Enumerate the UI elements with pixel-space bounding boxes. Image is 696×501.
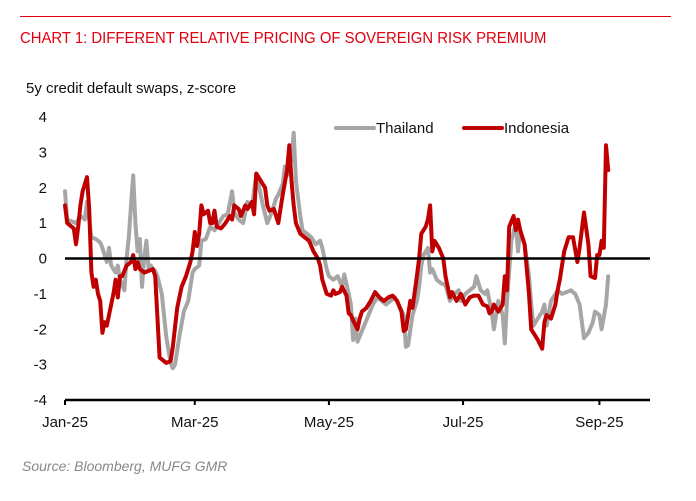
x-tick-label: Sep-25 [575, 414, 623, 431]
top-rule [20, 16, 671, 17]
y-tick-label: -2 [34, 321, 47, 338]
x-tick-label: Mar-25 [171, 414, 219, 431]
series-lines [63, 130, 611, 371]
y-tick-label: -1 [34, 286, 47, 303]
source-note: Source: Bloomberg, MUFG GMR [22, 458, 228, 474]
legend: Thailand Indonesia [334, 120, 570, 137]
y-axis-label: 5y credit default swaps, z-score [26, 80, 237, 97]
legend-label-indonesia: Indonesia [504, 120, 570, 137]
y-tick-label: 4 [39, 109, 47, 126]
y-tick-label: -4 [34, 392, 47, 409]
y-tick-label: 2 [39, 180, 47, 197]
x-axis: Jan-25 Mar-25 May-25 Jul-25 Sep-25 [42, 398, 650, 431]
y-tick-label: -3 [34, 357, 47, 374]
y-tick-label: 1 [39, 215, 47, 232]
x-tick-label: Jan-25 [42, 414, 88, 431]
legend-label-thailand: Thailand [376, 120, 434, 137]
x-tick-label: Jul-25 [443, 414, 484, 431]
chart-title: CHART 1: DIFFERENT RELATIVE PRICING OF S… [20, 30, 547, 47]
y-tick-labels: 4 3 2 1 0 -1 -2 -3 -4 [34, 109, 47, 409]
y-tick-label: 0 [39, 251, 47, 268]
series-line-indonesia [63, 143, 611, 365]
x-tick-label: May-25 [304, 414, 354, 431]
y-tick-label: 3 [39, 144, 47, 161]
